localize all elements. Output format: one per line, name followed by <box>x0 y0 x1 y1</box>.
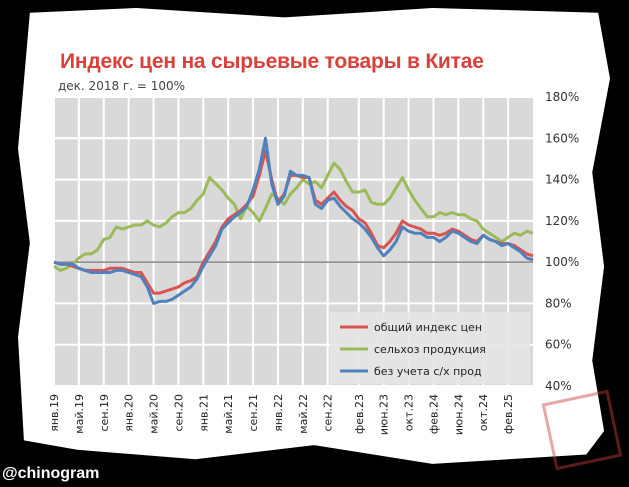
x-tick-label: май.21 <box>222 394 235 434</box>
series-line-2 <box>53 136 534 305</box>
series-line-0 <box>53 149 534 295</box>
y-tick-label: 60% <box>545 338 572 352</box>
x-tick-label: окт.24 <box>477 394 490 431</box>
x-tick-label: янв.20 <box>123 394 136 432</box>
x-tick-label: янв.19 <box>48 394 61 432</box>
x-tick-label: янв.22 <box>272 394 285 432</box>
x-tick-label: сен.20 <box>172 394 185 432</box>
chart-title: Индекс цен на сырьевые товары в Китае <box>60 50 484 73</box>
chart-subtitle: дек. 2018 г. = 100% <box>58 79 186 93</box>
x-tick-label: июн.24 <box>452 394 465 435</box>
legend-label: общий индекс цен <box>374 321 482 334</box>
stamp-logo <box>541 389 623 471</box>
x-tick-label: сен.22 <box>322 394 335 432</box>
series-line-1 <box>53 161 534 272</box>
x-tick-label: май.19 <box>73 394 86 434</box>
y-tick-label: 120% <box>545 214 579 228</box>
watermark: @chinogram <box>2 465 100 482</box>
y-tick-label: 160% <box>545 131 579 145</box>
y-tick-label: 40% <box>545 379 572 393</box>
x-tick-label: июн.23 <box>378 394 391 435</box>
y-tick-label: 140% <box>545 173 579 187</box>
legend-label: без учета с/х прод <box>374 365 482 378</box>
y-tick-label: 80% <box>545 296 572 310</box>
y-tick-label: 180% <box>545 90 579 104</box>
legend-label: сельхоз продукция <box>374 343 486 356</box>
x-tick-label: окт.23 <box>403 394 416 431</box>
y-tick-label: 100% <box>545 255 579 269</box>
x-tick-label: май.22 <box>297 394 310 434</box>
x-tick-label: сен.21 <box>247 394 260 432</box>
x-tick-label: май.20 <box>148 394 161 434</box>
x-tick-label: фев.25 <box>502 394 515 434</box>
x-tick-label: фев.23 <box>353 394 366 434</box>
x-tick-label: сен.19 <box>98 394 111 432</box>
x-tick-label: фев.24 <box>427 394 440 434</box>
x-tick-label: янв.21 <box>197 394 210 432</box>
